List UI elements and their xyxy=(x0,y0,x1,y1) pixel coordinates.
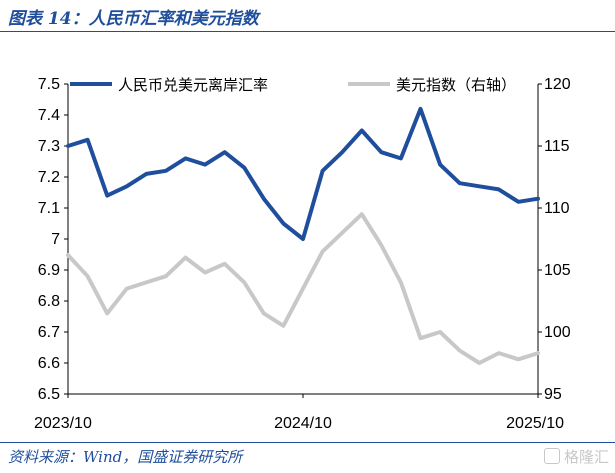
left-tick-label: 7.4 xyxy=(38,107,60,124)
left-tick-label: 7.1 xyxy=(38,200,60,217)
legend-label: 美元指数（右轴） xyxy=(396,76,516,94)
left-tick-label: 6.8 xyxy=(38,293,60,310)
legend-label: 人民币兑美元离岸汇率 xyxy=(118,76,268,94)
line-chart: 7.5 7.4 7.3 7.2 7.1 7 6.9 6.8 6.7 6.6 6.5 120 115 110… xyxy=(34,76,571,432)
left-tick-label: 7 xyxy=(51,231,60,248)
watermark-logo-icon xyxy=(543,448,560,464)
left-tick-label: 6.9 xyxy=(38,262,60,279)
right-tick-label: 120 xyxy=(544,76,571,93)
figure-title: 图表 14：人民币汇率和美元指数 xyxy=(8,9,259,29)
left-tick-label: 6.7 xyxy=(38,324,60,341)
right-tick-label: 100 xyxy=(544,324,571,341)
left-tick-label: 7.5 xyxy=(38,76,60,93)
x-tick-label: 2025/10 xyxy=(506,415,564,432)
right-tick-label: 95 xyxy=(544,386,562,403)
left-tick-label: 6.6 xyxy=(38,355,60,372)
left-tick-label: 7.3 xyxy=(38,138,60,155)
dxy-series-line xyxy=(66,212,540,365)
left-tick-label: 6.5 xyxy=(38,386,60,403)
axes: 7.5 7.4 7.3 7.2 7.1 7 6.9 6.8 6.7 6.6 6.5 120 115 110… xyxy=(34,76,571,432)
right-tick-label: 115 xyxy=(544,138,570,155)
source-note: 资料来源：Wind，国盛证券研究所 xyxy=(8,448,243,466)
footer-rule xyxy=(0,442,615,443)
legend: 人民币兑美元离岸汇率 美元指数（右轴） xyxy=(70,76,516,94)
watermark: 格隆汇 xyxy=(543,446,609,467)
x-tick-label: 2024/10 xyxy=(274,415,332,432)
series-layer xyxy=(66,106,540,365)
cny-series-line xyxy=(66,106,540,241)
watermark-text: 格隆汇 xyxy=(563,448,609,466)
right-tick-label: 110 xyxy=(544,200,570,217)
title-rule xyxy=(0,31,615,32)
left-tick-label: 7.2 xyxy=(38,169,60,186)
right-tick-label: 105 xyxy=(544,262,571,279)
x-tick-label: 2023/10 xyxy=(34,415,92,432)
